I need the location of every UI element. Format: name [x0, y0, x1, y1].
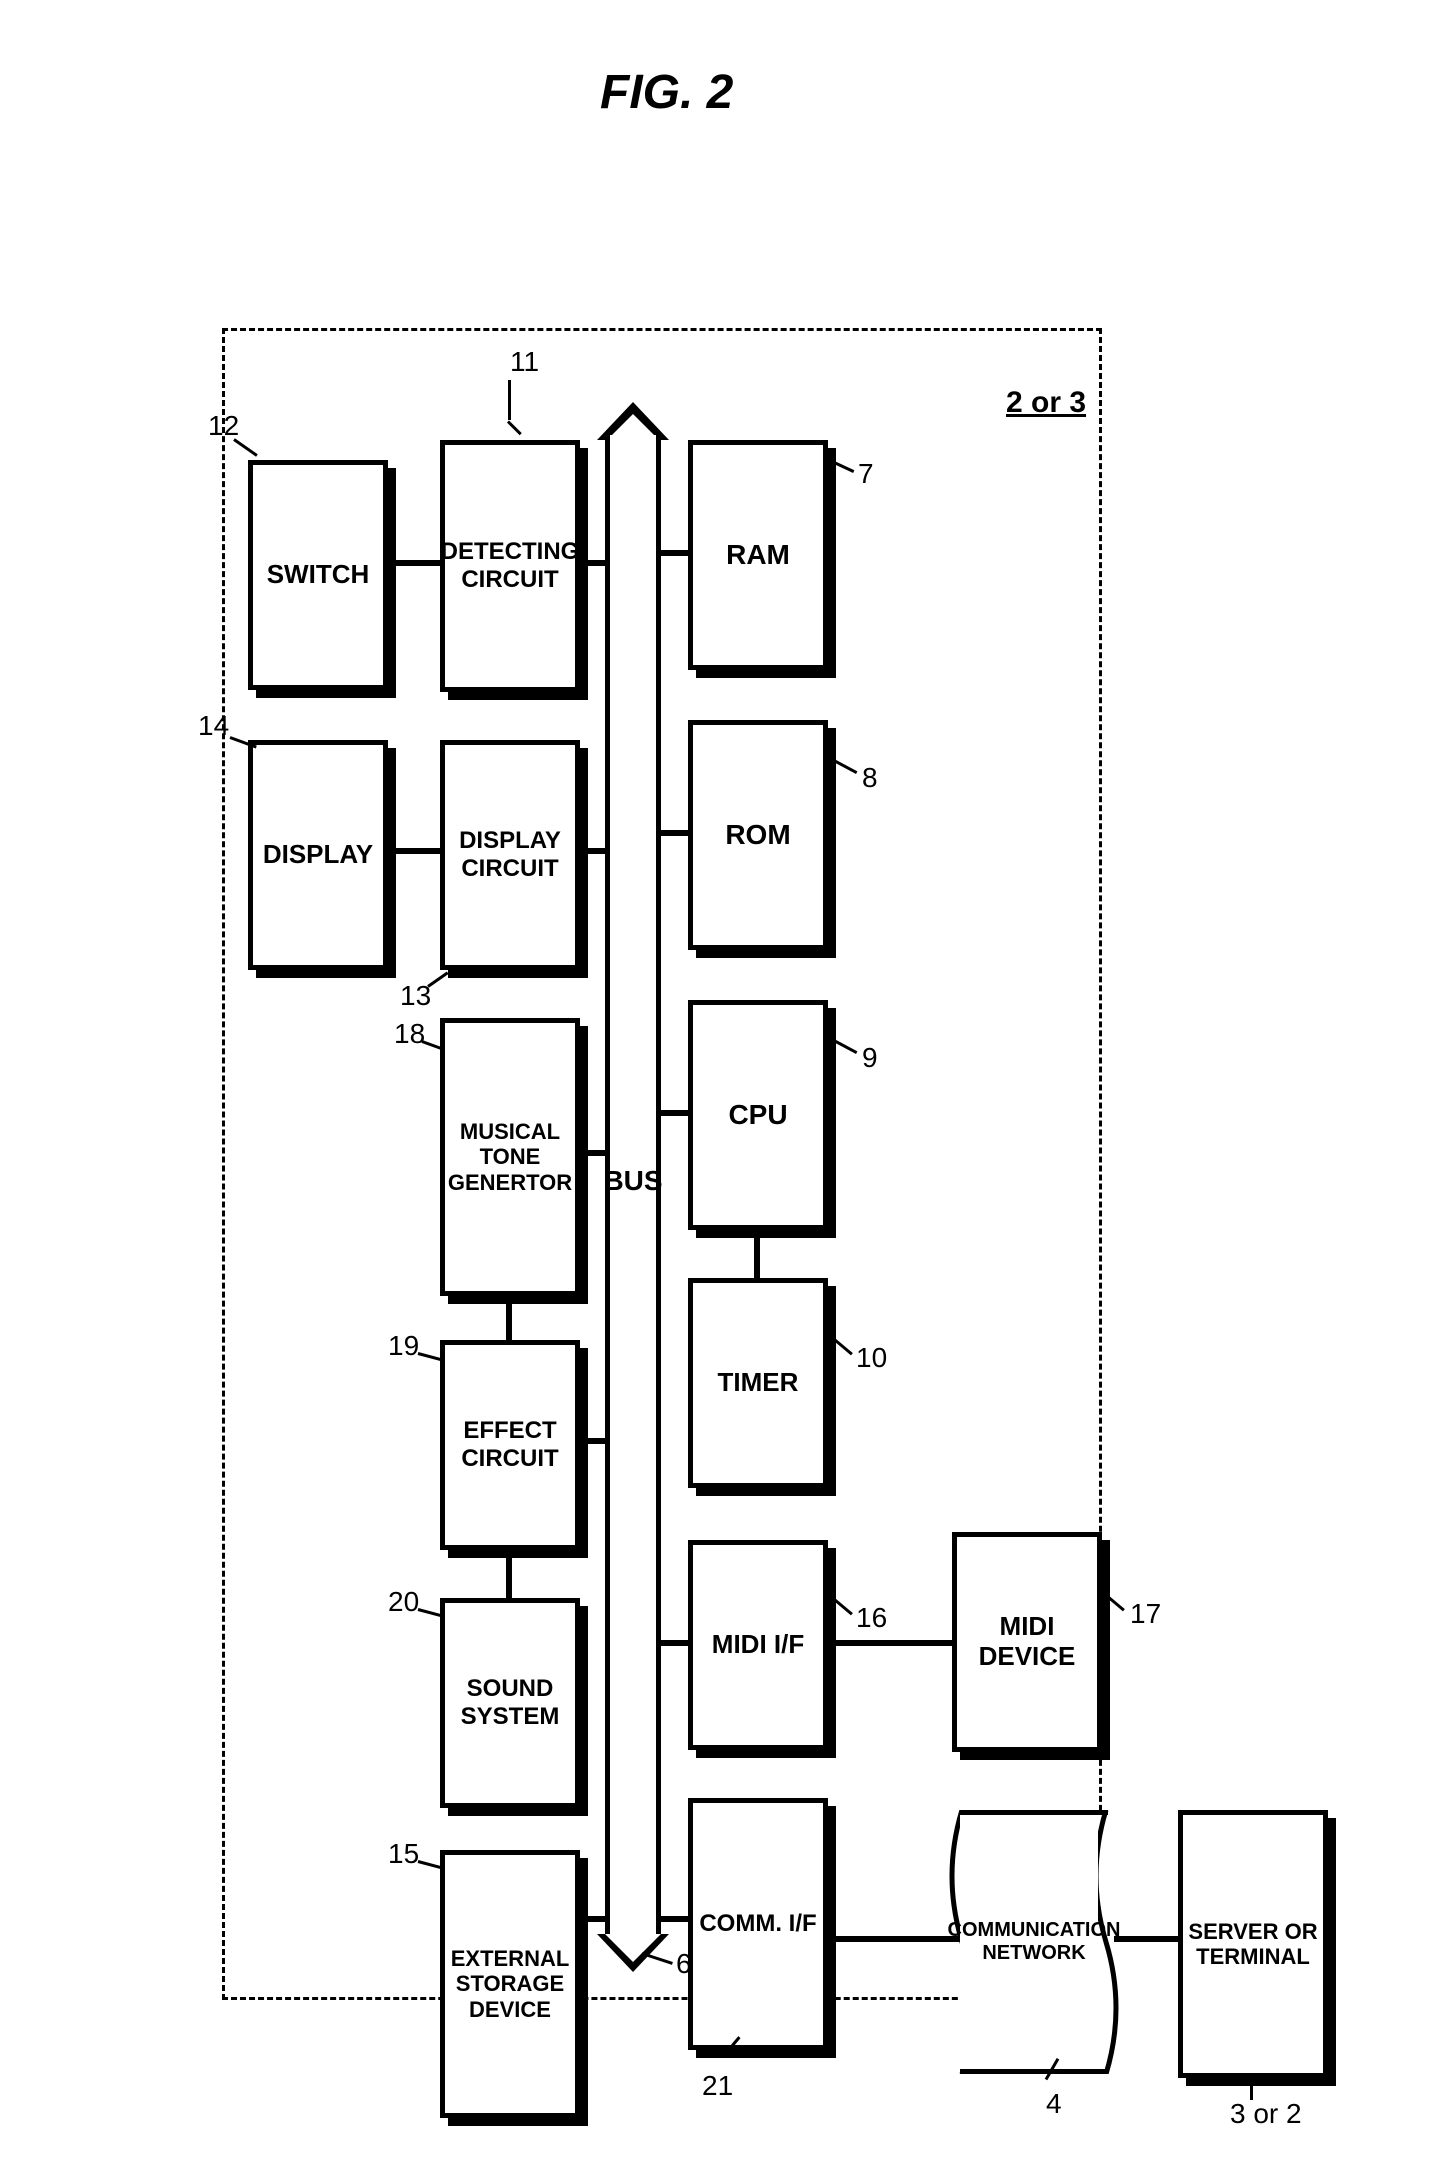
extstor-block: EXTERNAL STORAGE DEVICE [440, 1850, 580, 2118]
detecting-ref-leader [508, 380, 511, 420]
effect-label: EFFECT CIRCUIT [461, 1417, 558, 1472]
commif-block: COMM. I/F [688, 1798, 828, 2050]
mididev-ref: 17 [1130, 1598, 1161, 1630]
network-label: COMMUNICATION NETWORK [948, 1919, 1121, 1965]
conn-effect-bus [580, 1438, 610, 1444]
extstor-label: EXTERNAL STORAGE DEVICE [451, 1946, 570, 2022]
figure-title: FIG. 2 [600, 65, 733, 120]
conn-mtg-bus [580, 1150, 610, 1156]
server-ref-leader [1250, 2082, 1253, 2100]
conn-mtg-effect [506, 1296, 512, 1340]
conn-commif-bus [658, 1916, 688, 1922]
extstor-ref: 15 [388, 1838, 419, 1870]
conn-midiif-mididev [828, 1640, 952, 1646]
cpu-label: CPU [728, 1099, 787, 1131]
sound-label: SOUND SYSTEM [461, 1675, 560, 1730]
conn-cpu-bus [658, 1110, 688, 1116]
ram-ref: 7 [858, 458, 874, 490]
network-right-wave [1098, 1810, 1128, 2074]
conn-switch-detect [388, 560, 440, 566]
conn-midiif-bus [658, 1640, 688, 1646]
rom-label: ROM [725, 819, 790, 851]
conn-network-server [1114, 1936, 1178, 1942]
conn-display-dispckt [388, 848, 440, 854]
cpu-block: CPU [688, 1000, 828, 1230]
rom-block: ROM [688, 720, 828, 950]
mididev-block: MIDI DEVICE [952, 1532, 1102, 1752]
commif-label: COMM. I/F [699, 1910, 816, 1938]
server-block: SERVER OR TERMINAL [1178, 1810, 1328, 2078]
conn-detect-bus [580, 560, 610, 566]
cpu-ref: 9 [862, 1042, 878, 1074]
dispckt-label: DISPLAY CIRCUIT [459, 827, 561, 882]
server-ref: 3 or 2 [1230, 2098, 1302, 2130]
detecting-ref: 11 [510, 346, 539, 378]
conn-rom-bus [658, 830, 688, 836]
mtg-label: MUSICAL TONE GENERTOR [448, 1119, 572, 1195]
network-ref: 4 [1046, 2088, 1062, 2120]
conn-ram-bus [658, 550, 688, 556]
timer-ref: 10 [856, 1342, 887, 1374]
ram-block: RAM [688, 440, 828, 670]
bus: BUS [605, 435, 661, 1940]
conn-effect-sound [506, 1550, 512, 1598]
midiif-block: MIDI I/F [688, 1540, 828, 1750]
display-block: DISPLAY [248, 740, 388, 970]
mtg-ref: 18 [394, 1018, 425, 1050]
conn-extstor-bus [580, 1916, 610, 1922]
bus-label: BUS [603, 1165, 662, 1197]
display-label: DISPLAY [263, 840, 373, 870]
dispckt-block: DISPLAY CIRCUIT [440, 740, 580, 970]
timer-label: TIMER [718, 1368, 799, 1398]
effect-block: EFFECT CIRCUIT [440, 1340, 580, 1550]
midiif-label: MIDI I/F [712, 1630, 804, 1660]
sound-block: SOUND SYSTEM [440, 1598, 580, 1808]
mtg-block: MUSICAL TONE GENERTOR [440, 1018, 580, 1296]
network-block: COMMUNICATION NETWORK [960, 1810, 1108, 2074]
ram-label: RAM [726, 539, 790, 571]
commif-ref: 21 [702, 2070, 733, 2102]
boundary-label: 2 or 3 [1006, 386, 1086, 420]
rom-ref: 8 [862, 762, 878, 794]
switch-label: SWITCH [267, 560, 370, 590]
detecting-label: DETECTING CIRCUIT [441, 538, 580, 593]
midiif-ref: 16 [856, 1602, 887, 1634]
server-label: SERVER OR TERMINAL [1188, 1919, 1317, 1970]
mididev-label: MIDI DEVICE [979, 1612, 1076, 1672]
diagram-canvas: FIG. 2 2 or 3 BUS 6 SWITCH 12 DISPLAY 14… [40, 40, 1389, 2131]
sound-ref: 20 [388, 1586, 419, 1618]
effect-ref: 19 [388, 1330, 419, 1362]
switch-block: SWITCH [248, 460, 388, 690]
conn-dispckt-bus [580, 848, 610, 854]
display-ref: 14 [198, 710, 229, 742]
timer-block: TIMER [688, 1278, 828, 1488]
detecting-block: DETECTING CIRCUIT [440, 440, 580, 692]
conn-cpu-timer [754, 1230, 760, 1278]
